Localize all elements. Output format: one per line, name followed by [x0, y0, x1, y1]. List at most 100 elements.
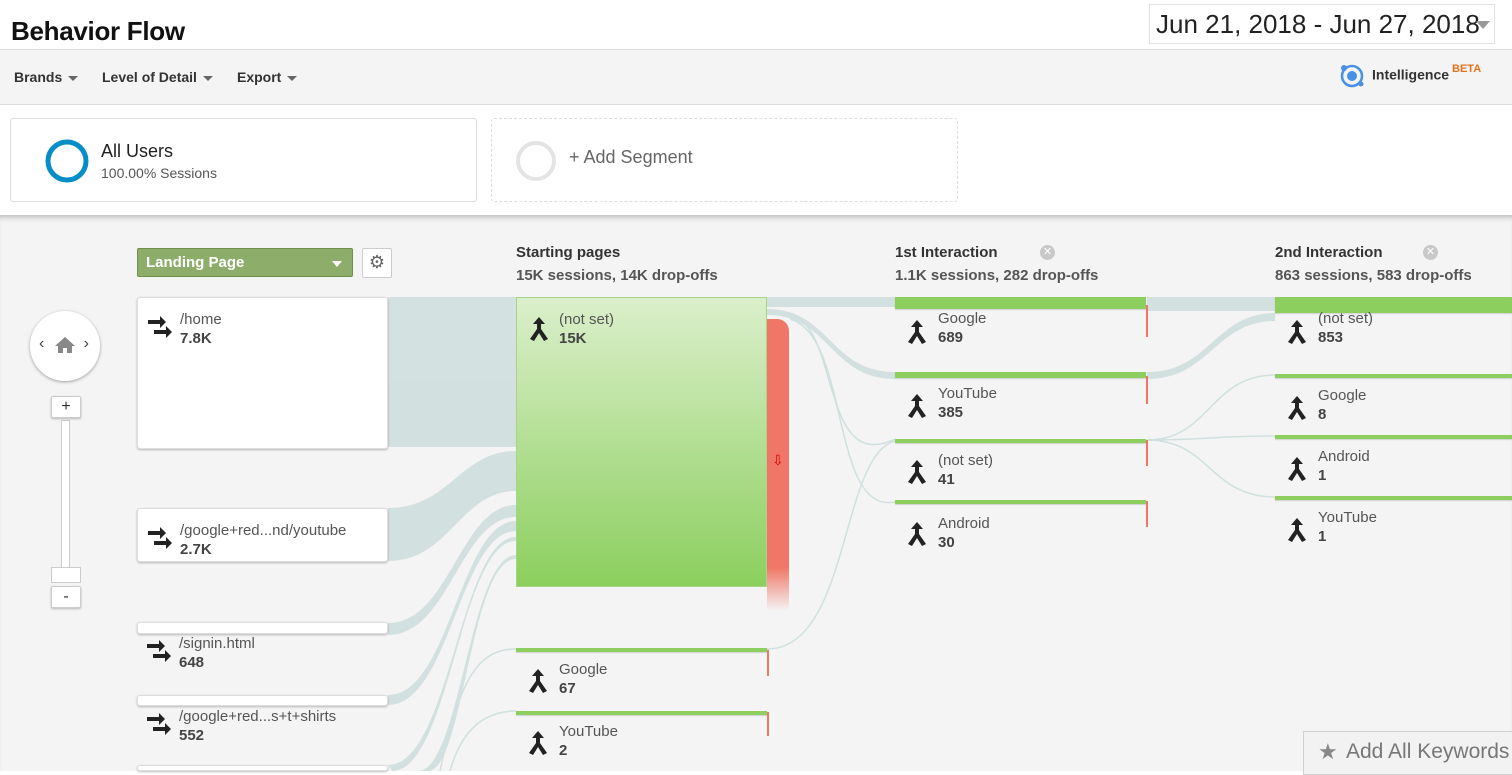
drop-off-bar: [767, 712, 769, 736]
second-node-android[interactable]: Android 1: [1275, 441, 1512, 491]
landing-node-more[interactable]: [137, 765, 388, 771]
branch-merge-icon: [529, 731, 547, 755]
date-range-text: Jun 21, 2018 - Jun 27, 2018: [1156, 9, 1480, 39]
node-value: 7.8K: [180, 330, 212, 347]
first-node-not-set-bar[interactable]: [895, 439, 1146, 443]
segment-sessions: 100.00% Sessions: [101, 165, 217, 181]
branch-merge-icon: [530, 317, 548, 341]
drop-off-bar: [1146, 376, 1148, 404]
caret-down-icon: [287, 75, 298, 81]
second-interaction-stats: 863 sessions, 583 drop-offs: [1275, 267, 1472, 284]
second-node-android-bar[interactable]: [1275, 435, 1512, 439]
landing-node-google-redesign-youtube[interactable]: /google+red...nd/youtube 2.7K: [137, 508, 388, 562]
node-label: (not set): [938, 452, 994, 469]
second-node-youtube-bar[interactable]: [1275, 496, 1512, 500]
landing-node-google-redesign-shirts[interactable]: [137, 695, 388, 706]
star-icon: ★: [1318, 739, 1338, 764]
intelligence-button[interactable]: Intelligence BETA: [1338, 63, 1481, 89]
node-label: (not set): [559, 311, 615, 328]
landing-node-home[interactable]: /home 7.8K: [137, 297, 388, 449]
add-segment-button[interactable]: + Add Segment: [491, 118, 958, 202]
brands-menu-label: Brands: [14, 69, 63, 85]
second-node-not-set-bar[interactable]: [1275, 297, 1512, 313]
start-node-youtube[interactable]: YouTube 2: [516, 714, 767, 764]
node-label: /google+red...s+t+shirts: [179, 708, 337, 725]
export-menu-label: Export: [237, 69, 282, 85]
brands-menu[interactable]: Brands: [14, 69, 79, 85]
node-value: 2.7K: [180, 541, 212, 558]
segment-all-users[interactable]: All Users 100.00% Sessions: [10, 118, 477, 202]
zoom-in-button[interactable]: +: [51, 396, 81, 418]
first-node-android-bar[interactable]: [895, 500, 1146, 504]
date-range-picker[interactable]: Jun 21, 2018 - Jun 27, 2018: [1149, 4, 1495, 44]
home-icon[interactable]: [54, 335, 76, 355]
segment-name: All Users: [101, 141, 174, 161]
start-node-google-bar[interactable]: [516, 648, 767, 652]
first-node-android[interactable]: Android 30: [895, 506, 1146, 556]
first-interaction-stats: 1.1K sessions, 282 drop-offs: [895, 267, 1099, 284]
node-value: 648: [179, 654, 205, 671]
first-interaction-title: 1st Interaction: [895, 244, 998, 261]
intelligence-icon: [1340, 64, 1364, 88]
branch-merge-icon: [1288, 518, 1306, 542]
entrance-arrow-icon: [147, 640, 171, 662]
dimension-select[interactable]: Landing Page: [137, 248, 353, 277]
close-icon[interactable]: ✕: [1040, 245, 1055, 260]
starting-pages-title: Starting pages: [516, 244, 621, 261]
export-menu[interactable]: Export: [237, 69, 298, 85]
branch-merge-icon: [908, 394, 926, 418]
second-node-not-set[interactable]: (not set) 853: [1275, 310, 1512, 364]
caret-down-icon: [202, 75, 213, 81]
node-label: /google+red...nd/youtube: [180, 522, 347, 539]
node-label: /home: [180, 311, 222, 328]
drop-off-bar: [1146, 305, 1148, 337]
node-label: (not set): [1318, 310, 1374, 327]
second-node-google[interactable]: Google 8: [1275, 380, 1512, 430]
node-value: 1: [1318, 528, 1327, 545]
node-value: 41: [938, 471, 955, 488]
second-node-youtube[interactable]: YouTube 1: [1275, 502, 1512, 552]
beta-badge: BETA: [1452, 63, 1482, 75]
first-node-google[interactable]: Google 689: [895, 309, 1146, 363]
landing-node-signin[interactable]: [137, 622, 388, 634]
branch-merge-icon: [1288, 396, 1306, 420]
dimension-select-label: Landing Page: [146, 254, 245, 271]
second-interaction-title: 2nd Interaction: [1275, 244, 1383, 261]
caret-down-icon: [332, 261, 342, 267]
branch-merge-icon: [908, 320, 926, 344]
gear-icon[interactable]: ⚙: [362, 248, 392, 278]
zoom-slider-handle[interactable]: [51, 567, 81, 583]
node-label: Google: [559, 661, 608, 678]
start-node-not-set[interactable]: (not set) 15K: [516, 297, 767, 587]
node-label: Android: [1318, 448, 1370, 465]
entrance-arrow-icon: [148, 316, 172, 338]
node-value: 15K: [559, 330, 587, 347]
pan-right-icon[interactable]: ›: [83, 335, 89, 352]
chevron-down-icon: [1476, 21, 1490, 29]
level-of-detail-menu[interactable]: Level of Detail: [102, 69, 213, 85]
first-node-google-bar[interactable]: [895, 297, 1146, 309]
close-icon[interactable]: ✕: [1423, 245, 1438, 260]
start-node-google[interactable]: Google 67: [516, 652, 767, 702]
node-value: 552: [179, 727, 205, 744]
flow-connections: [388, 297, 1276, 771]
first-node-youtube[interactable]: YouTube 385: [895, 380, 1146, 430]
branch-merge-icon: [1288, 320, 1306, 344]
start-node-youtube-bar[interactable]: [516, 711, 767, 715]
pan-home-control[interactable]: ‹ ›: [30, 311, 100, 381]
drop-off-arrow-icon: ⇩: [772, 452, 784, 468]
zoom-slider-track[interactable]: [61, 420, 70, 572]
branch-merge-icon: [908, 522, 926, 546]
entrance-arrow-icon: [147, 713, 171, 735]
node-label: Google: [938, 310, 987, 327]
first-node-youtube-bar[interactable]: [895, 372, 1146, 378]
segment-ring-icon: [45, 139, 89, 183]
zoom-out-button[interactable]: -: [51, 586, 81, 608]
branch-merge-icon: [908, 460, 926, 484]
pan-left-icon[interactable]: ‹: [39, 335, 45, 352]
add-all-keywords-button[interactable]: ★ Add All Keywords: [1303, 731, 1512, 775]
node-value: 689: [938, 329, 964, 346]
second-node-google-bar[interactable]: [1275, 374, 1512, 378]
first-node-not-set[interactable]: (not set) 41: [895, 444, 1146, 494]
drop-off-bar[interactable]: [767, 319, 789, 611]
